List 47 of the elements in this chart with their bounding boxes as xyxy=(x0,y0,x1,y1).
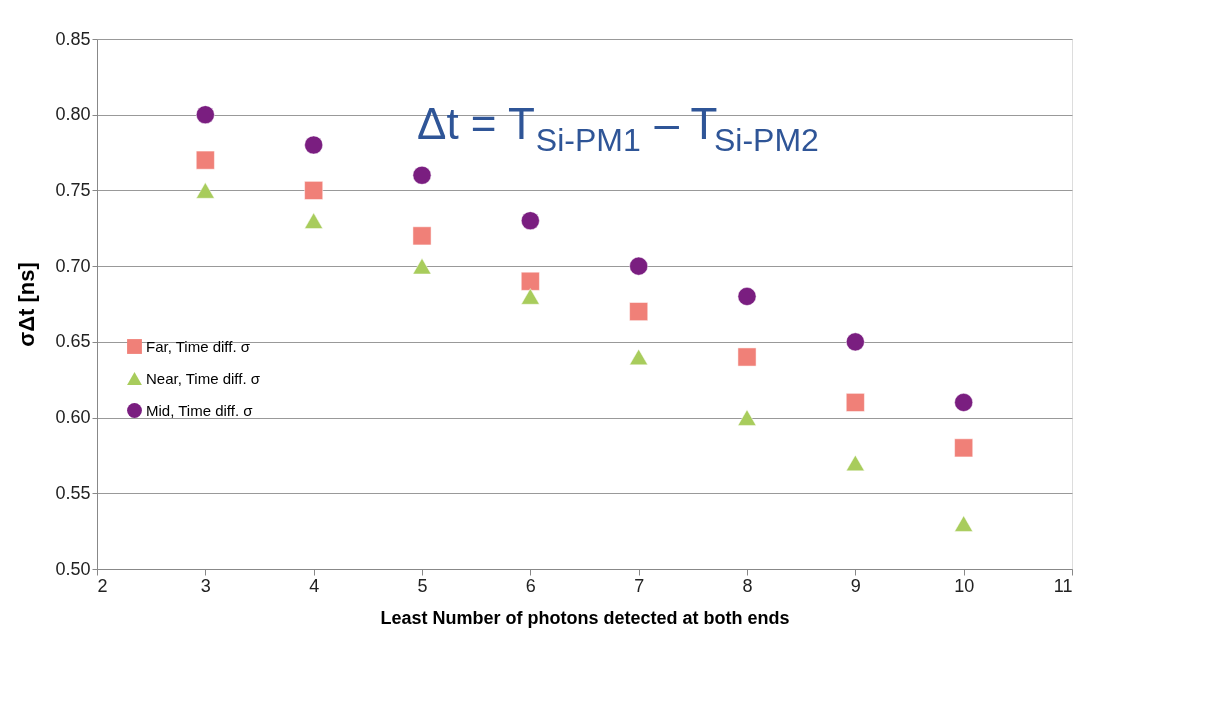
point xyxy=(304,181,323,200)
legend-label: Far, Time diff. σ xyxy=(146,337,251,355)
x-tick-label: 8 xyxy=(742,575,753,596)
x-tick-label: 7 xyxy=(634,575,645,596)
y-tick-label: 0.80 xyxy=(55,104,91,125)
x-tick-label: 9 xyxy=(850,575,861,596)
x-tick-label: 2 xyxy=(97,575,108,596)
point xyxy=(954,515,973,532)
point xyxy=(846,454,865,472)
point xyxy=(412,165,432,185)
x-tick-label: 10 xyxy=(954,575,975,596)
y-tick-label: 0.50 xyxy=(55,558,91,579)
y-tick-label: 0.70 xyxy=(55,255,91,276)
point xyxy=(629,302,648,321)
legend-label: Near, Time diff. σ xyxy=(146,369,261,387)
point xyxy=(846,332,865,352)
point xyxy=(737,287,757,306)
point xyxy=(196,182,215,199)
x-tick-label: 3 xyxy=(200,575,211,596)
x-axis-title: Least Number of photons detected at both ends xyxy=(380,607,790,628)
point xyxy=(629,348,648,366)
y-axis-title: σΔt [ns] xyxy=(14,262,40,347)
point xyxy=(521,288,540,305)
point xyxy=(196,150,215,170)
point xyxy=(304,135,323,155)
point xyxy=(629,256,648,276)
x-tick-label: 6 xyxy=(525,575,536,596)
point xyxy=(954,438,973,458)
point xyxy=(196,105,215,125)
point xyxy=(737,347,757,367)
x-tick-label: 5 xyxy=(417,575,428,596)
legend-label: Mid, Time diff. σ xyxy=(146,401,254,419)
point xyxy=(954,393,973,412)
y-tick-label: 0.55 xyxy=(55,482,91,503)
point xyxy=(304,212,323,229)
x-tick-label: 11 xyxy=(1053,575,1073,596)
y-tick-label: 0.85 xyxy=(55,28,91,49)
point xyxy=(412,226,432,246)
point xyxy=(846,393,865,412)
point xyxy=(412,258,432,275)
point xyxy=(521,271,540,291)
y-tick-label: 0.65 xyxy=(55,331,91,352)
point xyxy=(737,409,757,426)
y-tick-label: 0.75 xyxy=(55,179,91,200)
x-tick-label: 4 xyxy=(309,575,320,596)
y-tick-label: 0.60 xyxy=(55,407,91,428)
point xyxy=(521,211,540,231)
